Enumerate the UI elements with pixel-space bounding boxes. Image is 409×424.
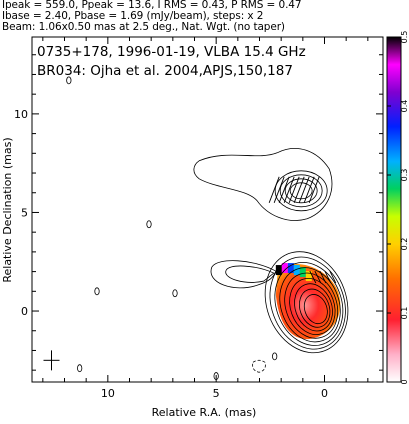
intensity-contour — [269, 256, 346, 350]
intensity-contour — [303, 294, 328, 325]
polarization-tick — [303, 176, 315, 203]
polarization-edge-pixel — [275, 265, 282, 276]
negative-contour — [252, 359, 266, 373]
header-line-3: Beam: 1.06x0.50 mas at 2.5 deg., Nat. Wg… — [2, 21, 285, 33]
noise-contour — [77, 364, 83, 373]
polarization-tick — [314, 270, 322, 284]
polarization-edge-pixel — [293, 265, 300, 276]
y-tick-label: 0 — [21, 305, 28, 318]
intensity-contour — [284, 272, 339, 339]
noise-contour — [146, 220, 152, 229]
noise-contour — [172, 289, 178, 298]
x-tick-label: 10 — [101, 387, 115, 400]
noise-contour — [94, 287, 100, 296]
colorbar-tick-label: 0.3 — [400, 169, 409, 182]
plot-frame — [31, 36, 384, 383]
polarization-tick — [293, 176, 305, 203]
x-tick-label: 5 — [213, 387, 220, 400]
colorbar-tick-label: 0.2 — [400, 238, 409, 251]
polarization-edge-pixel — [305, 271, 312, 282]
intensity-contour — [274, 261, 344, 346]
polarization-tick — [283, 176, 295, 203]
y-tick-label: 5 — [21, 206, 28, 219]
x-axis-label: Relative R.A. (mas) — [152, 406, 257, 419]
jet-contour — [284, 178, 318, 204]
colorbar-tick-label: 0 — [400, 379, 409, 384]
header-line-2: Ibase = 2.40, Pbase = 1.69 (mJy/beam), s… — [2, 10, 264, 22]
colorbar-ticks: 0 0.1 0.2 0.3 0.4 0.5 — [387, 31, 409, 385]
polarization-tick — [298, 176, 310, 203]
polarization-tick — [278, 176, 290, 203]
polarization-tick — [324, 270, 332, 284]
intensity-contour — [225, 265, 275, 283]
jet-contour — [279, 174, 323, 208]
y-tick-label: 10 — [14, 108, 28, 121]
polarization-tick — [268, 176, 280, 203]
colorbar — [386, 36, 402, 383]
map-layer — [43, 76, 349, 380]
polarization-core-color — [275, 263, 341, 340]
y-axis-label: Relative Declination (mas) — [1, 137, 14, 282]
intensity-contour — [299, 288, 331, 328]
polarization-edge-pixel — [299, 267, 306, 278]
jet-contour — [274, 170, 328, 212]
jet-contour — [193, 148, 333, 221]
polarization-tick — [308, 176, 320, 203]
polarization-tick — [329, 270, 337, 284]
map-subtitle: BR034: Ojha et al. 2004,APJS,150,187 — [37, 63, 293, 79]
x-tick-label: 0 — [321, 387, 328, 400]
intensity-contour — [264, 251, 349, 354]
map-title: 0735+178, 1996-01-19, VLBA 15.4 GHz — [37, 44, 306, 60]
intensity-contour — [279, 267, 341, 343]
polarization-tick — [319, 270, 327, 284]
colorbar-tick-label: 0.4 — [400, 100, 409, 113]
polarization-edge-pixel — [287, 263, 294, 274]
axis-ticks: 10 5 0 10 5 0 — [14, 37, 383, 400]
header-line-1: Ipeak = 559.0, Ppeak = 13.6, I RMS = 0.4… — [2, 0, 302, 11]
noise-contour — [66, 76, 72, 85]
polarization-tick — [309, 270, 317, 284]
polarization-tick — [273, 176, 285, 203]
colorbar-tick-label: 0.5 — [400, 31, 409, 44]
colorbar-tick-label: 0.1 — [400, 307, 409, 320]
intensity-contour — [289, 278, 336, 335]
polarization-edge-pixel — [281, 263, 288, 274]
intensity-contour — [294, 283, 333, 332]
polarization-tick — [288, 176, 300, 203]
intensity-contour — [210, 260, 277, 289]
noise-contour — [272, 352, 278, 361]
